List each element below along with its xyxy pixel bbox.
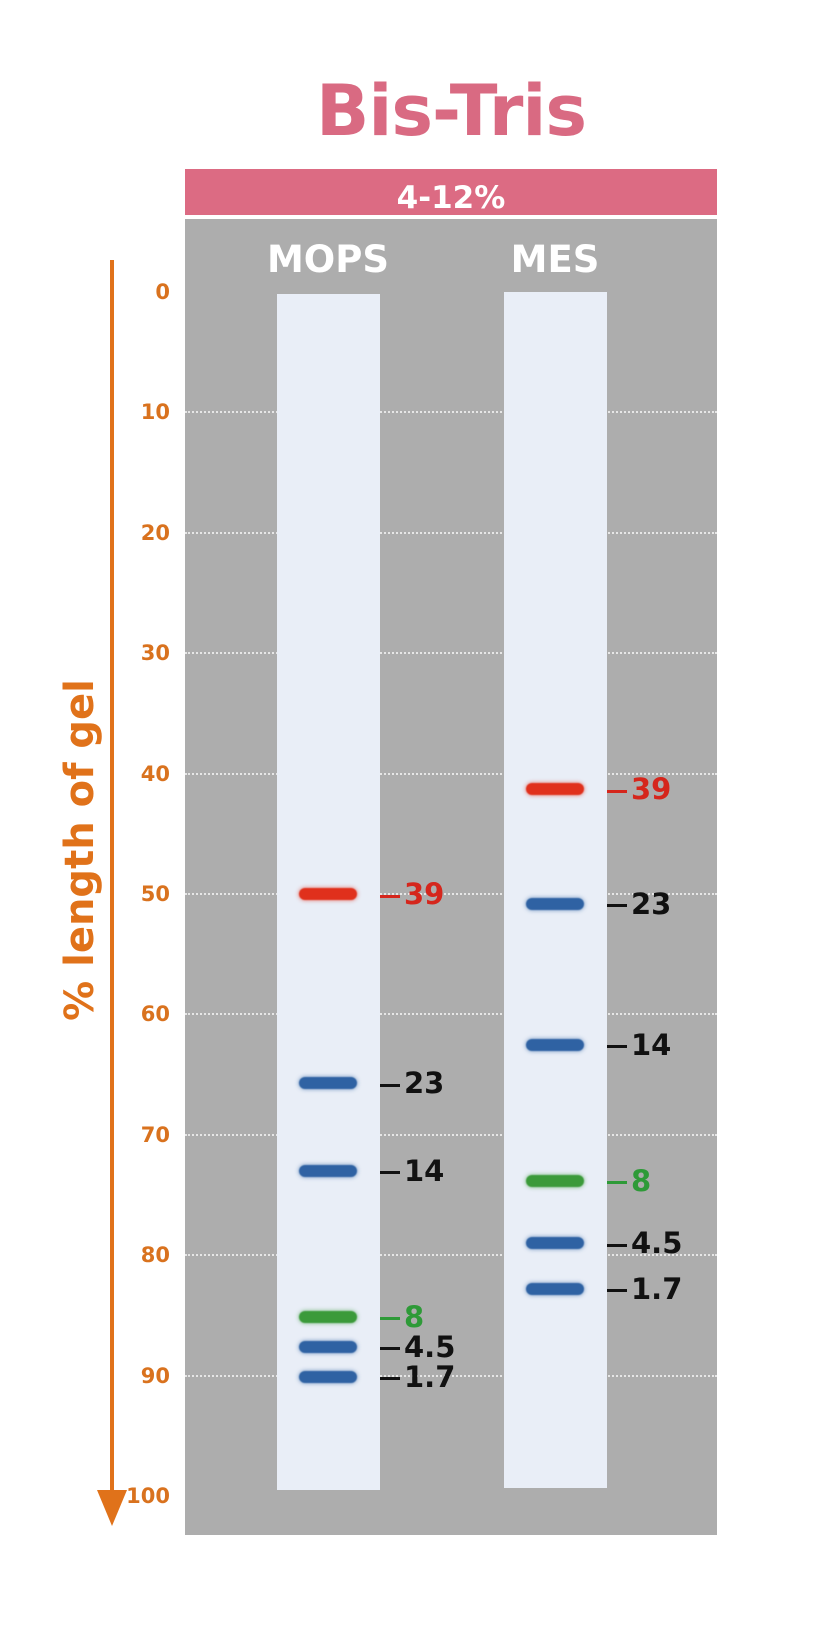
axis-tick-label: 30 xyxy=(140,641,170,666)
band-size-label: 1.7 xyxy=(607,1272,682,1306)
band xyxy=(526,897,584,910)
marker-dash xyxy=(380,1377,400,1381)
axis-tick-label: 70 xyxy=(140,1122,170,1147)
band-size-value: 8 xyxy=(631,1163,652,1198)
marker-dash xyxy=(380,1083,400,1087)
lane-name-mops: MOPS xyxy=(266,238,390,281)
band-size-label: 39 xyxy=(380,877,444,911)
axis-tick-label: 50 xyxy=(140,882,170,906)
marker-dash xyxy=(380,1171,400,1175)
band xyxy=(526,783,584,796)
marker-dash xyxy=(607,1243,627,1247)
lane-name-mes: MES xyxy=(510,238,600,281)
marker-dash xyxy=(607,1181,627,1185)
axis-tick-label: 80 xyxy=(140,1243,170,1268)
band-size-label: 14 xyxy=(607,1028,671,1062)
band-size-value: 39 xyxy=(404,877,445,911)
band-size-label: 8 xyxy=(607,1164,651,1198)
marker-dash xyxy=(607,1045,627,1048)
band-size-label: 4.5 xyxy=(380,1330,455,1364)
band xyxy=(526,1038,584,1051)
band xyxy=(299,888,357,900)
axis-arrow-line xyxy=(110,260,114,1505)
axis-tick-label: 90 xyxy=(140,1363,170,1388)
axis-title: % length of gel xyxy=(57,679,103,1021)
band xyxy=(299,1340,357,1353)
band-size-value: 14 xyxy=(404,1153,445,1188)
grid-line xyxy=(185,411,717,414)
lane-mes xyxy=(504,292,607,1488)
marker-dash xyxy=(380,1317,400,1321)
marker-dash xyxy=(380,894,400,898)
axis-tick-label: 60 xyxy=(140,1002,170,1027)
band-size-label: 8 xyxy=(380,1300,424,1334)
gel-percentage-bar: 4-12% xyxy=(185,169,717,216)
band-size-value: 1.7 xyxy=(631,1271,683,1306)
grid-line xyxy=(185,1133,717,1136)
marker-dash xyxy=(607,904,627,908)
band xyxy=(299,1370,357,1383)
axis-tick-label: 40 xyxy=(140,761,170,786)
axis-tick-label: 20 xyxy=(140,520,170,545)
band xyxy=(526,1282,584,1295)
down-arrow-icon xyxy=(97,1490,127,1526)
diagram-title: Bis-Tris xyxy=(315,70,587,152)
axis-tick-label: 100 xyxy=(126,1484,170,1508)
band-size-label: 4.5 xyxy=(607,1226,682,1260)
band-size-value: 23 xyxy=(631,886,672,921)
band-size-value: 1.7 xyxy=(404,1359,456,1394)
marker-dash xyxy=(607,1289,627,1293)
band-size-value: 39 xyxy=(631,772,672,807)
band-size-value: 8 xyxy=(404,1299,425,1334)
band-size-value: 4.5 xyxy=(404,1329,456,1364)
gel-background xyxy=(185,219,717,1535)
band-size-label: 39 xyxy=(607,772,671,806)
band xyxy=(526,1237,584,1250)
grid-line xyxy=(185,1374,717,1377)
band-size-value: 14 xyxy=(631,1027,672,1062)
grid-line xyxy=(185,1254,717,1257)
gel-percentage-label: 4-12% xyxy=(396,180,506,216)
axis-tick-label: 0 xyxy=(155,280,170,304)
grid-line xyxy=(185,1013,717,1016)
grid-line xyxy=(185,652,717,655)
band-size-value: 23 xyxy=(404,1066,445,1101)
band-size-label: 14 xyxy=(380,1154,444,1188)
band-size-label: 23 xyxy=(380,1066,444,1100)
band-size-label: 1.7 xyxy=(380,1360,455,1394)
grid-line xyxy=(185,772,717,775)
band xyxy=(299,1310,357,1323)
band xyxy=(299,1077,357,1090)
grid-line xyxy=(185,531,717,534)
band-size-value: 4.5 xyxy=(631,1226,683,1261)
axis-tick-label: 10 xyxy=(140,400,170,425)
band xyxy=(299,1164,357,1177)
band-size-label: 23 xyxy=(607,887,671,921)
marker-dash xyxy=(607,789,627,793)
grid-line xyxy=(185,893,717,895)
band xyxy=(526,1174,584,1187)
marker-dash xyxy=(380,1347,400,1351)
